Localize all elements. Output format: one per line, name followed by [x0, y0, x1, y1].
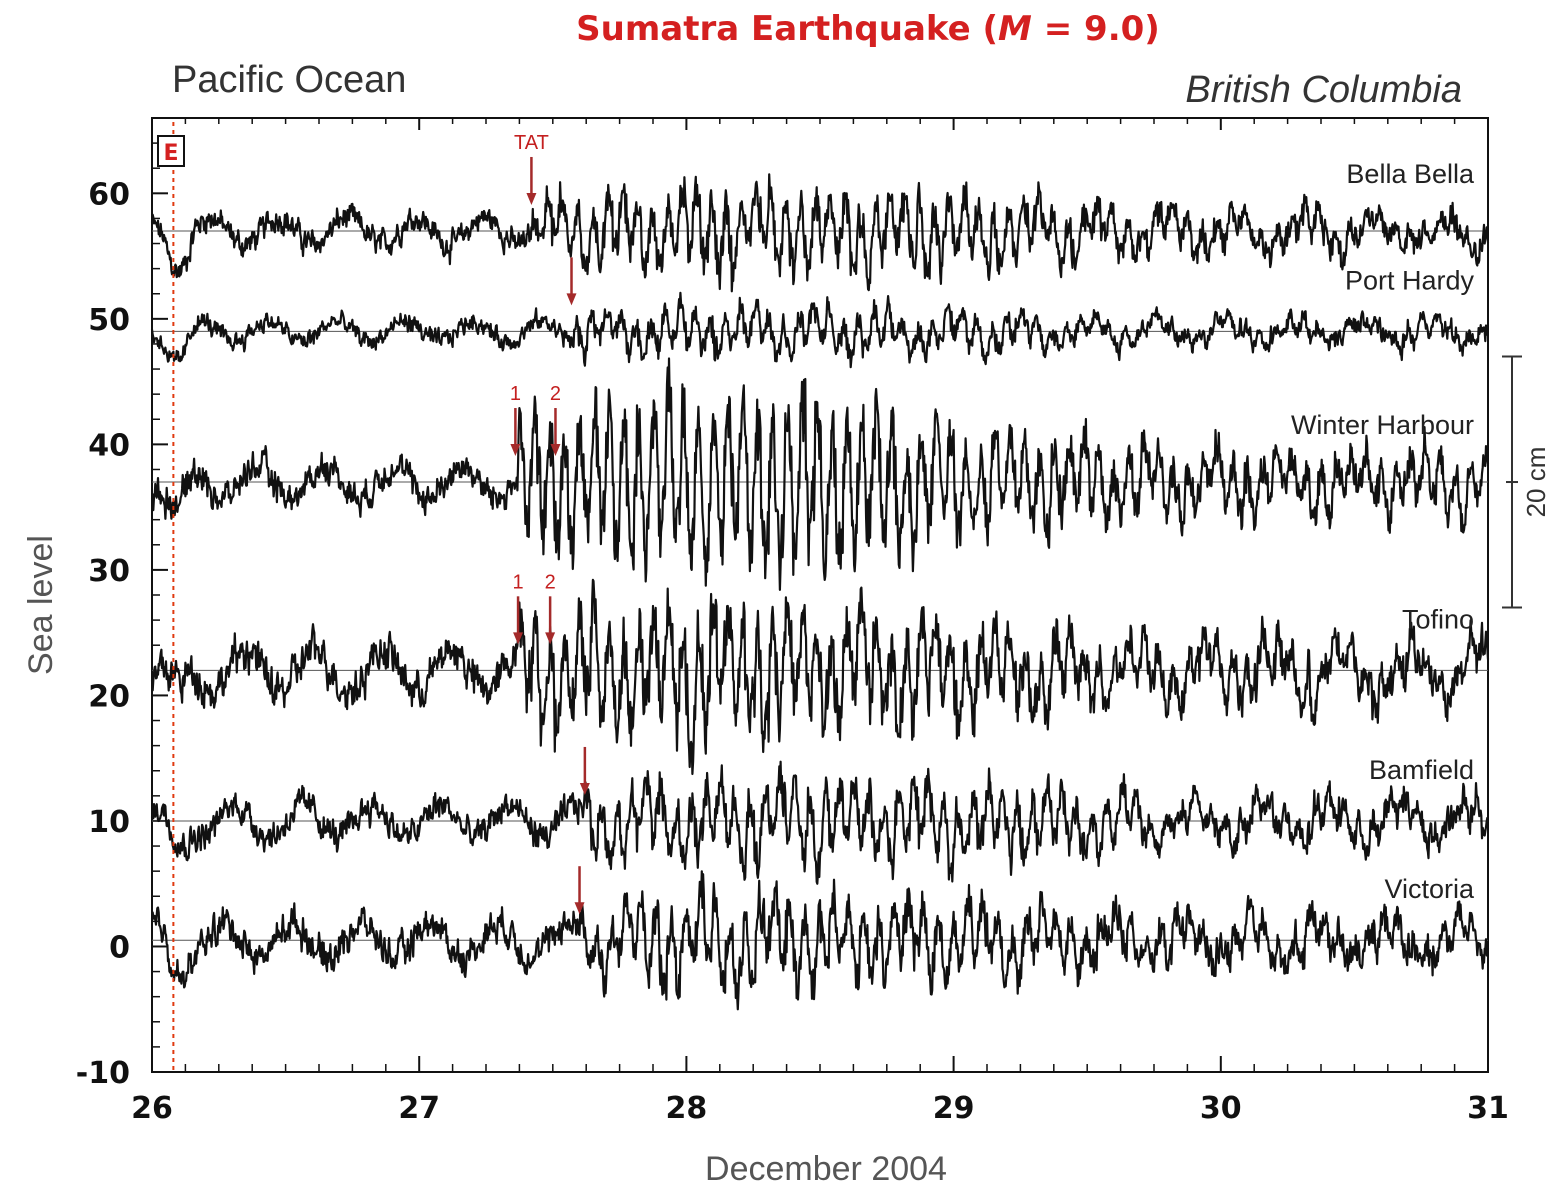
arrival-arrow-label: 2	[550, 383, 561, 405]
series-label: Bella Bella	[1346, 159, 1475, 189]
x-tick-label: 28	[666, 1091, 708, 1126]
series-label: Bamfield	[1369, 755, 1474, 785]
arrival-arrow-label: 2	[545, 571, 556, 593]
y-tick-label: -10	[76, 1056, 130, 1091]
y-tick-label: 40	[88, 428, 130, 463]
y-tick-label: 10	[88, 805, 130, 840]
arrival-arrow-head	[574, 902, 585, 915]
right-region-label: British Columbia	[1185, 69, 1462, 111]
series-label: Port Hardy	[1345, 265, 1475, 295]
y-tick-label: 30	[88, 554, 130, 589]
series-trace	[150, 357, 1490, 591]
series-trace	[150, 578, 1490, 776]
series-trace	[150, 760, 1489, 885]
arrival-arrow-label: 1	[510, 383, 521, 405]
left-region-label: Pacific Ocean	[172, 59, 406, 101]
event-marker-label: E	[163, 141, 178, 166]
arrival-arrow-head	[510, 444, 521, 457]
y-tick-label: 20	[88, 679, 130, 714]
arrival-arrow-label: TAT	[514, 132, 549, 154]
x-tick-label: 26	[131, 1091, 173, 1126]
arrival-arrow-head	[513, 632, 524, 645]
y-axis-label: Sea level	[22, 535, 60, 675]
arrival-arrow-head	[550, 444, 561, 457]
y-tick-label: 50	[88, 303, 130, 338]
arrival-arrow-head	[566, 293, 577, 306]
x-tick-label: 27	[398, 1091, 440, 1126]
event-marker-box	[157, 135, 185, 167]
plot-area: 26 27 28 29 30 31 60 50 40 30 20 10 0 -10 Bella Bella P…	[76, 117, 1551, 1126]
x-tick-label: 30	[1200, 1091, 1242, 1126]
series-label: Tofino	[1402, 604, 1474, 634]
y-tick-label: 0	[109, 930, 130, 965]
series-trace	[150, 291, 1490, 369]
series-trace	[150, 870, 1490, 1011]
x-axis-label: December 2004	[705, 1150, 947, 1188]
chart-title: Sumatra Earthquake (M = 9.0)	[576, 9, 1160, 49]
arrival-arrow-head	[579, 782, 590, 795]
x-tick-label: 29	[933, 1091, 975, 1126]
arrival-arrow-head	[526, 192, 537, 205]
series-trace	[150, 173, 1490, 293]
arrival-arrow-head	[545, 632, 556, 645]
arrival-arrow-label: 1	[513, 571, 524, 593]
series-label: Winter Harbour	[1291, 410, 1474, 440]
series-label: Victoria	[1384, 874, 1475, 904]
scale-bar-label: 20 cm	[1521, 447, 1551, 518]
y-tick-label: 60	[88, 177, 130, 212]
x-tick-label: 31	[1467, 1091, 1509, 1126]
